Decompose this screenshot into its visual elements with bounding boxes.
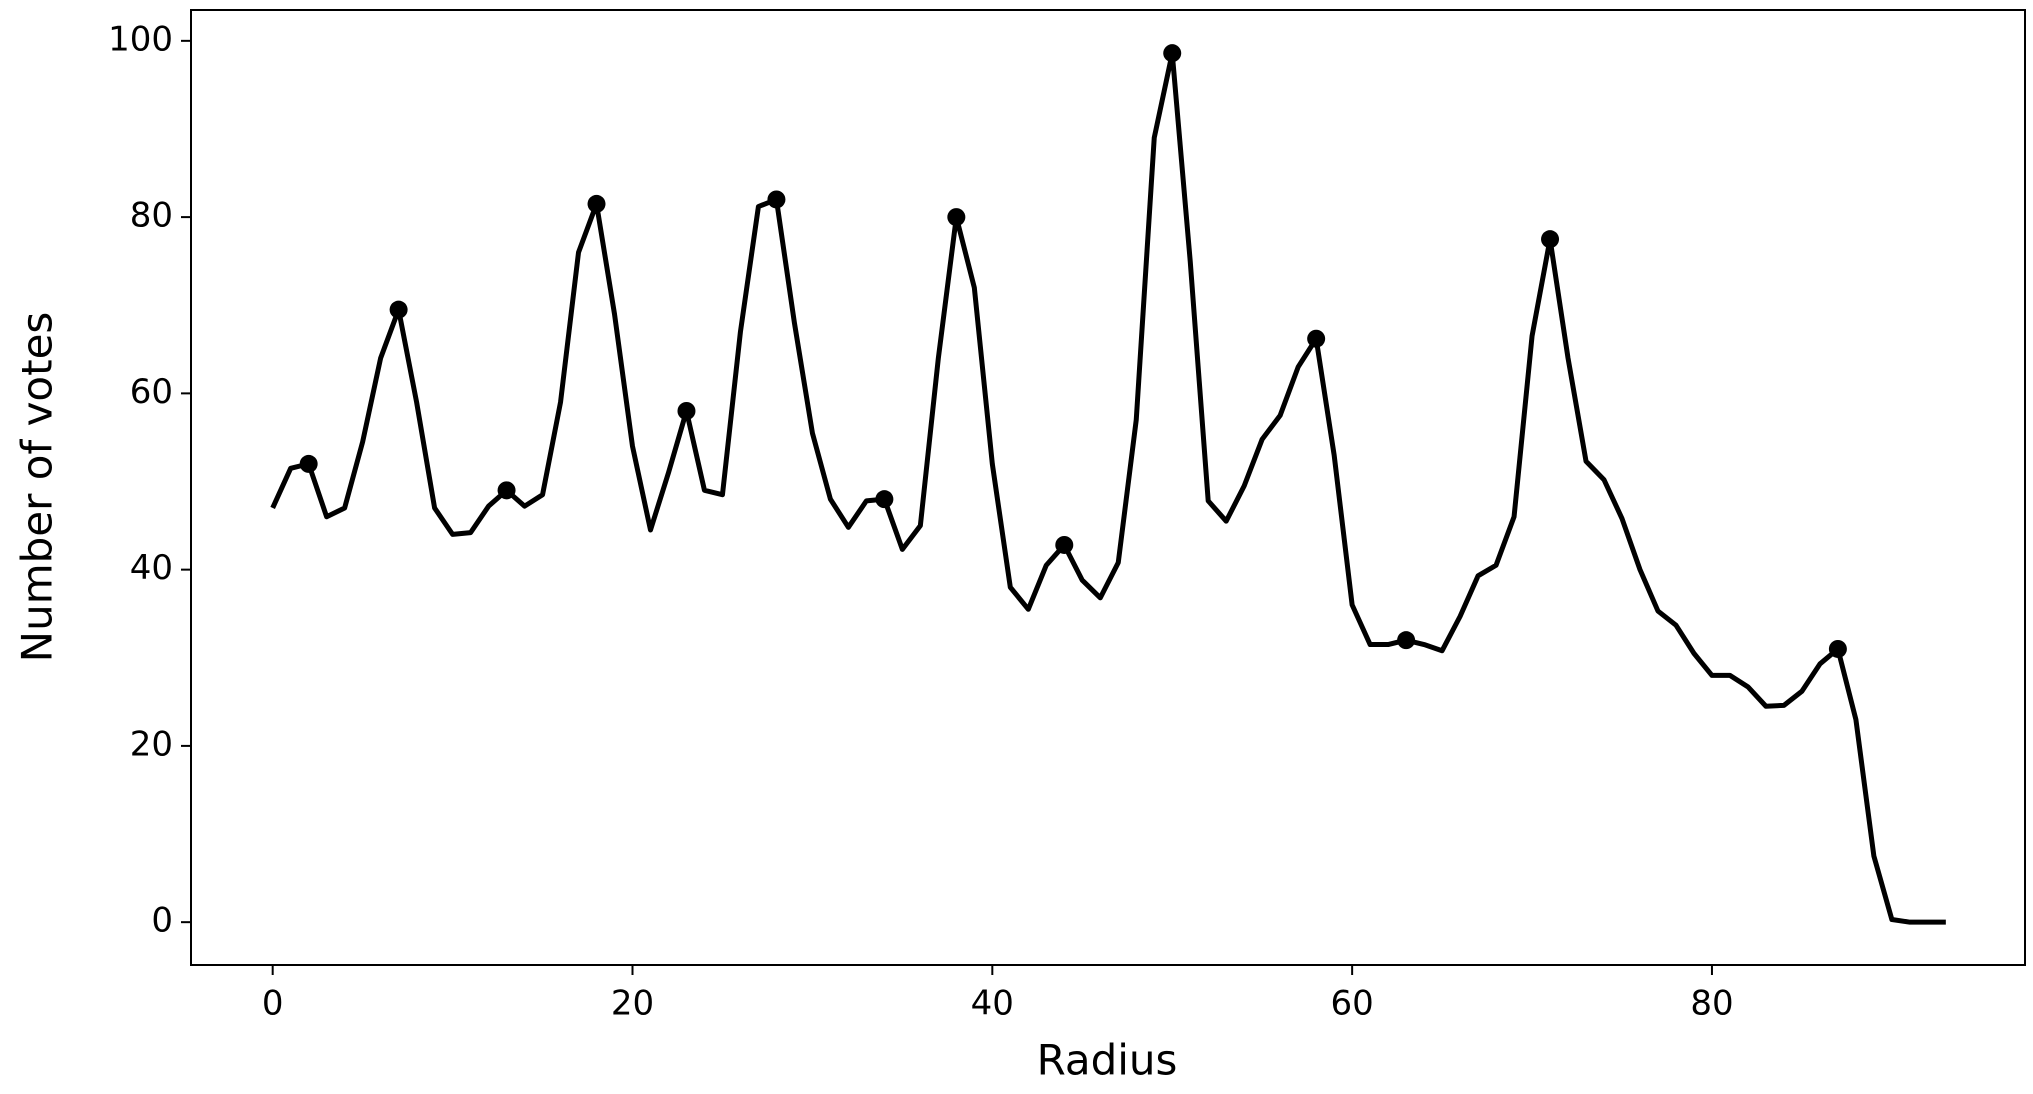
peak-marker — [1055, 535, 1074, 554]
peak-marker — [1397, 631, 1416, 650]
y-axis-label: Number of votes — [13, 312, 62, 663]
y-tick-label: 100 — [108, 19, 173, 59]
peak-marker — [389, 300, 408, 319]
peak-marker — [677, 402, 696, 421]
peak-marker — [497, 481, 516, 500]
peak-marker — [767, 190, 786, 209]
x-tick-label: 20 — [611, 984, 654, 1024]
y-tick-label: 60 — [130, 372, 173, 412]
y-tick-label: 20 — [130, 724, 173, 764]
y-tick-label: 80 — [130, 196, 173, 236]
peak-marker — [299, 454, 318, 473]
x-tick-label: 80 — [1690, 984, 1733, 1024]
plot-frame — [190, 9, 2026, 966]
y-tick-label: 40 — [130, 548, 173, 588]
peak-marker — [587, 194, 606, 213]
peak-marker — [1828, 639, 1847, 658]
peak-marker — [947, 208, 966, 227]
x-tick-label: 40 — [971, 984, 1014, 1024]
peak-marker — [1541, 230, 1560, 249]
x-axis-label: Radius — [1037, 1036, 1178, 1085]
peak-marker — [1163, 44, 1182, 63]
y-tick-label: 0 — [151, 901, 173, 941]
x-tick-label: 0 — [262, 984, 284, 1024]
data-line — [270, 50, 1946, 925]
peak-marker — [1307, 329, 1326, 348]
x-tick-label: 60 — [1331, 984, 1374, 1024]
peak-marker — [875, 490, 894, 509]
